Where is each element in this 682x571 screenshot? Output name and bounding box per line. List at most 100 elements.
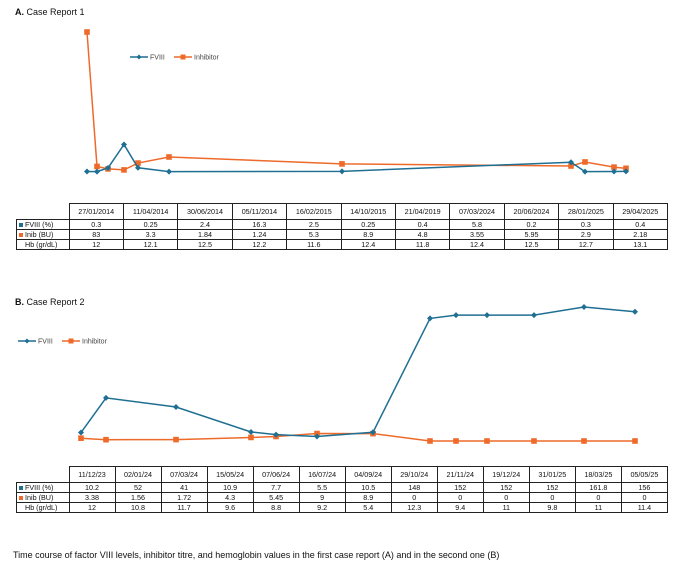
date-header-3: 15/05/24 [206,466,254,483]
panel-b-table: 11/12/23 02/01/24 07/03/24 15/05/24 07/06/24… [16,466,669,513]
hb-row-label: Hb (gr/dL) [16,502,70,513]
inhibitor-row-cell-4: 5.45 [252,492,300,503]
inhibitor-point-11 [581,438,587,444]
hb-row-cell-9: 12.7 [558,239,614,250]
fviii-row-label: FVIII (%) [16,219,70,230]
legend: FVIII Inhibitor [130,54,220,62]
hb-row-cell-12: 11.4 [620,502,669,513]
hb-row-label: Hb (gr/dL) [16,239,70,250]
inhibitor-line [86,31,627,171]
date-header-10: 31/01/25 [528,466,576,483]
fviii-point-7 [568,159,574,166]
hb-row-cell-7: 12.4 [449,239,505,250]
fviii-point-2 [105,164,111,171]
panel-a-title-text: Case Report 1 [26,7,85,17]
fviii-row-swatch [19,223,23,228]
legend-fviii-label: FVIII [150,55,165,62]
fviii-row-cell-1: 0.25 [122,219,179,230]
fviii-point-6 [339,168,345,175]
fviii-point-6 [370,429,376,436]
panel-a-letter: A. [15,7,24,17]
date-header-12: 05/05/25 [620,466,669,483]
legend-fviii-marker [136,54,142,60]
date-header-9: 28/01/2025 [558,203,614,220]
hb-row-cell-8: 12.5 [503,239,560,250]
legend-inhibitor-label: Inhibitor [194,55,220,62]
inhibitor-point-8 [582,159,588,165]
fviii-point-5 [166,168,172,175]
fviii-point-5 [314,433,320,440]
inhibitor-row-cell-9: 0 [482,492,530,503]
hb-row-cell-1: 10.8 [114,502,162,513]
date-header-2: 07/03/24 [160,466,208,483]
date-header-4: 07/06/24 [252,466,300,483]
inhibitor-row-cell-6: 8.9 [344,492,392,503]
inhibitor-row-label: Inib (BU) [16,229,70,240]
inhibitor-row-cell-5: 8.9 [340,229,396,240]
fviii-point-4 [273,431,279,438]
fviii-row-cell-3: 16.3 [231,219,288,230]
date-header-8: 21/11/24 [436,466,484,483]
inhibitor-row-cell-8: 5.95 [503,229,560,240]
fviii-point-1 [103,394,109,401]
inhibitor-row: Inib (BU) 3.38 1.56 1.72 4.3 5.45 9 8.9 0 0 0 0 0 0 [16,492,669,503]
panel-b-plot: FVIII Inhibitor [18,304,638,444]
hb-row: Hb (gr/dL) 12 12.1 12.5 12.2 11.6 12.4 11.8 12.4… [16,239,669,250]
inhibitor-point-4 [135,160,141,166]
hb-row: Hb (gr/dL) 12 10.8 11.7 9.6 8.8 9.2 5.4 12.3 9.4 1… [16,502,669,513]
date-header-1: 11/04/2014 [122,203,179,220]
inhibitor-row: Inib (BU) 83 3.3 1.84 1.24 5.3 8.9 4.8 3.55 5.95 2… [16,229,669,240]
date-header-6: 21/04/2019 [394,203,451,220]
fviii-row: FVIII (%) 0.3 0.25 2.4 16.3 2.5 0.25 0.4 5.8 0.2 0… [16,219,669,230]
hb-row-cell-9: 11 [482,502,530,513]
date-header-2: 30/06/2014 [177,203,233,220]
hb-row-cell-11: 11 [574,502,622,513]
hb-row-cell-7: 12.3 [390,502,438,513]
fviii-row-swatch [19,486,23,491]
inhibitor-point-2 [173,436,179,443]
date-header-10: 29/04/2025 [612,203,669,220]
fviii-row-cell-6: 10.5 [344,482,392,493]
date-header-7: 07/03/2024 [449,203,505,220]
fviii-row-cell-4: 7.7 [252,482,300,493]
inhibitor-row-cell-3: 4.3 [206,492,254,503]
inhibitor-row-cell-10: 2.18 [612,229,669,240]
fviii-row-cell-9: 152 [482,482,530,493]
fviii-point-3 [248,428,254,435]
fviii-point-4 [135,164,141,171]
table-corner [16,466,70,483]
date-header-5: 14/10/2015 [340,203,396,220]
fviii-point-1 [94,168,100,175]
hb-row-cell-1: 12.1 [122,239,179,250]
inhibitor-line [80,432,635,442]
inhibitor-row-swatch [19,233,23,238]
fviii-point-11 [581,304,587,310]
inhibitor-point-0 [84,29,90,35]
inhibitor-point-10 [531,438,537,444]
fviii-row-cell-2: 2.4 [177,219,233,230]
fviii-point-8 [453,312,459,319]
fviii-row-cell-8: 0.2 [503,219,560,230]
inhibitor-row-cell-8: 0 [436,492,484,503]
fviii-row-cell-9: 0.3 [558,219,614,230]
hb-row-cell-5: 12.4 [340,239,396,250]
hb-row-cell-10: 9.8 [528,502,576,513]
date-header-7: 29/10/24 [390,466,438,483]
fviii-point-8 [582,168,588,175]
fviii-row-cell-3: 10.9 [206,482,254,493]
inhibitor-point-7 [427,438,433,444]
inhibitor-point-3 [121,167,127,173]
inhibitor-row-cell-11: 0 [574,492,622,503]
inhibitor-row-cell-0: 83 [68,229,124,240]
fviii-point-0 [78,429,84,436]
panel-a-title: A. Case Report 1 [15,7,85,17]
hb-row-cell-5: 9.2 [298,502,346,513]
fviii-row-cell-5: 0.25 [340,219,396,230]
legend-inhibitor-label: Inhibitor [82,339,108,346]
hb-row-cell-6: 5.4 [344,502,392,513]
fviii-row-cell-7: 5.8 [449,219,505,230]
inhibitor-point-1 [103,436,109,443]
hb-row-cell-4: 8.8 [252,502,300,513]
fviii-row-cell-6: 0.4 [394,219,451,230]
inhibitor-point-9 [484,438,490,444]
